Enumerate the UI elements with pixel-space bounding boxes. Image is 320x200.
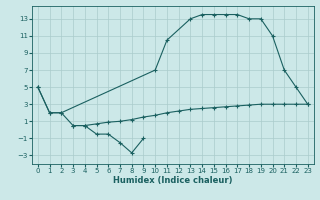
X-axis label: Humidex (Indice chaleur): Humidex (Indice chaleur) bbox=[113, 176, 233, 185]
